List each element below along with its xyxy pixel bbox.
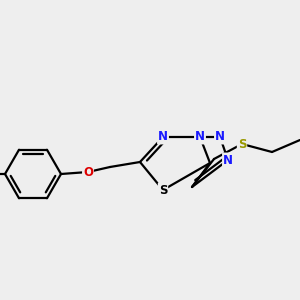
Text: S: S — [238, 137, 246, 151]
Text: N: N — [195, 130, 205, 143]
Text: N: N — [215, 130, 225, 143]
Text: O: O — [83, 166, 93, 178]
Text: N: N — [158, 130, 168, 143]
Text: S: S — [159, 184, 167, 196]
Text: N: N — [223, 154, 233, 166]
